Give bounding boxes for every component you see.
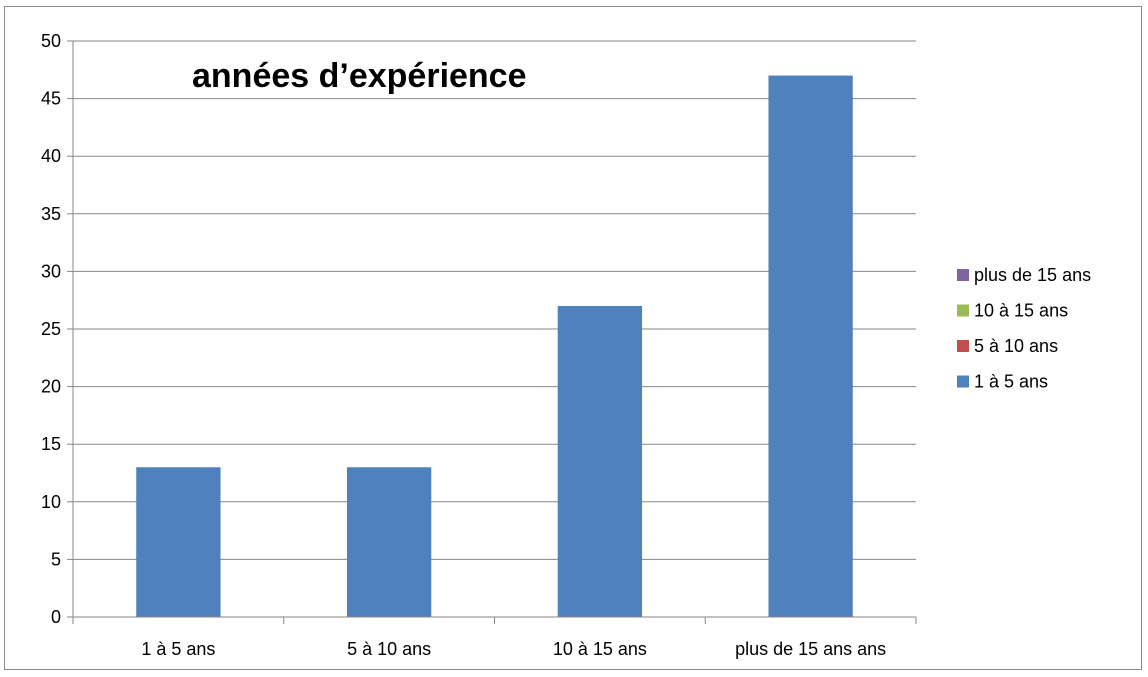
x-tick-label: 10 à 15 ans [553,639,647,659]
x-tick-label: plus de 15 ans ans [735,639,886,659]
y-tick-label: 25 [41,319,61,339]
bars [136,75,853,617]
y-tick-label: 50 [41,31,61,51]
legend-swatch [957,304,969,317]
y-axis-ticks: 0 5 10 15 20 25 30 35 40 45 50 [41,31,73,627]
chart-title: années d’expérience [192,57,527,95]
legend-swatch [957,375,969,388]
y-tick-label: 15 [41,434,61,454]
legend-label: 10 à 15 ans [974,301,1068,321]
y-tick-label: 10 [41,492,61,512]
y-tick-label: 20 [41,377,61,397]
y-tick-label: 45 [41,89,61,109]
y-tick-label: 35 [41,204,61,224]
bar [346,467,432,617]
legend-swatch [957,269,969,281]
bar [768,75,853,617]
legend-label: plus de 15 ans [974,265,1091,285]
x-tick-label: 5 à 10 ans [347,639,431,659]
y-tick-label: 40 [41,146,61,166]
bar [557,305,643,617]
legend: plus de 15 ans 10 à 15 ans 5 à 10 ans 1 à 5… [957,265,1091,392]
y-tick-label: 5 [51,549,61,569]
legend-label: 1 à 5 ans [974,372,1048,392]
x-tick-label: 1 à 5 ans [141,639,215,659]
bar [136,467,221,617]
y-tick-label: 30 [41,261,61,281]
y-tick-label: 0 [51,607,61,627]
legend-label: 5 à 10 ans [974,336,1058,356]
chart-frame [4,6,1142,670]
x-axis-ticks: 1 à 5 ans 5 à 10 ans 10 à 15 ans plus de 15… [72,617,917,659]
legend-swatch [957,340,969,352]
